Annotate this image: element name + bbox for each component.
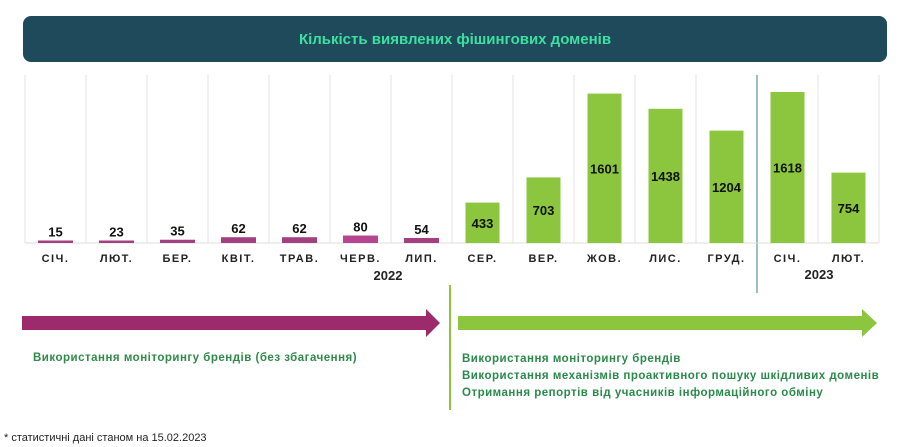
year-label: 2023: [805, 267, 834, 282]
year-label: 2022: [374, 268, 403, 283]
data-label: 1601: [590, 161, 619, 176]
data-label: 433: [472, 216, 494, 231]
data-label: 54: [414, 222, 429, 237]
data-label: 62: [231, 221, 245, 236]
phase2-items: Використання моніторингу брендів Викорис…: [462, 351, 879, 402]
x-tick-label: СЕР.: [467, 253, 497, 265]
data-label: 80: [353, 220, 367, 235]
x-tick-label: ВЕР.: [528, 253, 558, 265]
x-tick-label: ГРУД.: [707, 253, 745, 265]
data-label: 1618: [773, 161, 802, 176]
bar: [282, 237, 317, 243]
phase1-item: Використання моніторингу брендів (без зб…: [33, 352, 358, 364]
x-tick-label: БЕР.: [163, 253, 193, 265]
bar: [648, 108, 683, 243]
bar: [709, 130, 744, 243]
bar-chart: 15 СІЧ. 23 ЛЮТ. 35 БЕР. 62 КВІТ. 62 ТРАВ. 80 ЧЕРВ. 5…: [22, 75, 880, 410]
x-tick-label: ЧЕРВ.: [340, 253, 381, 265]
bar: [221, 237, 256, 243]
data-label: 15: [48, 225, 62, 240]
data-label: 23: [109, 225, 123, 240]
x-tick-label: ЛИП.: [405, 253, 438, 265]
x-tick-label: КВІТ.: [222, 253, 256, 265]
x-tick-label: ЖОВ.: [586, 253, 622, 265]
bar: [160, 239, 195, 243]
phase2-item: Використання моніторингу брендів: [462, 353, 681, 365]
data-label: 1438: [651, 169, 680, 184]
footnote: * статистичні дані станом на 15.02.2023: [4, 432, 207, 444]
x-tick-label: ЛЮТ.: [832, 253, 865, 265]
phase2-item: Використання механізмів проактивного пош…: [462, 370, 880, 382]
x-tick-label: СІЧ.: [42, 253, 70, 265]
chart-title: Кількість виявлених фішингових доменів: [23, 16, 887, 62]
data-label: 35: [170, 224, 184, 239]
x-tick-label: ЛЮТ.: [100, 253, 133, 265]
phase2-item: Отримання репортів від учасників інформа…: [462, 387, 824, 399]
bar: [770, 92, 805, 243]
bar: [38, 240, 73, 243]
phase1-arrow: [22, 309, 440, 337]
data-label: 703: [533, 203, 555, 218]
data-label: 754: [838, 201, 860, 216]
x-tick-label: ТРАВ.: [280, 253, 320, 265]
data-label: 1204: [712, 180, 742, 195]
bar: [404, 237, 439, 243]
phase2-arrow: [458, 309, 877, 337]
bar: [587, 93, 622, 244]
bar: [465, 202, 500, 243]
data-label: 62: [292, 221, 306, 236]
x-tick-label: СІЧ.: [774, 253, 802, 265]
bar: [526, 177, 561, 243]
bar: [99, 240, 134, 243]
bar: [343, 235, 378, 243]
bar: [831, 172, 866, 243]
x-tick-label: ЛИС.: [649, 253, 682, 265]
